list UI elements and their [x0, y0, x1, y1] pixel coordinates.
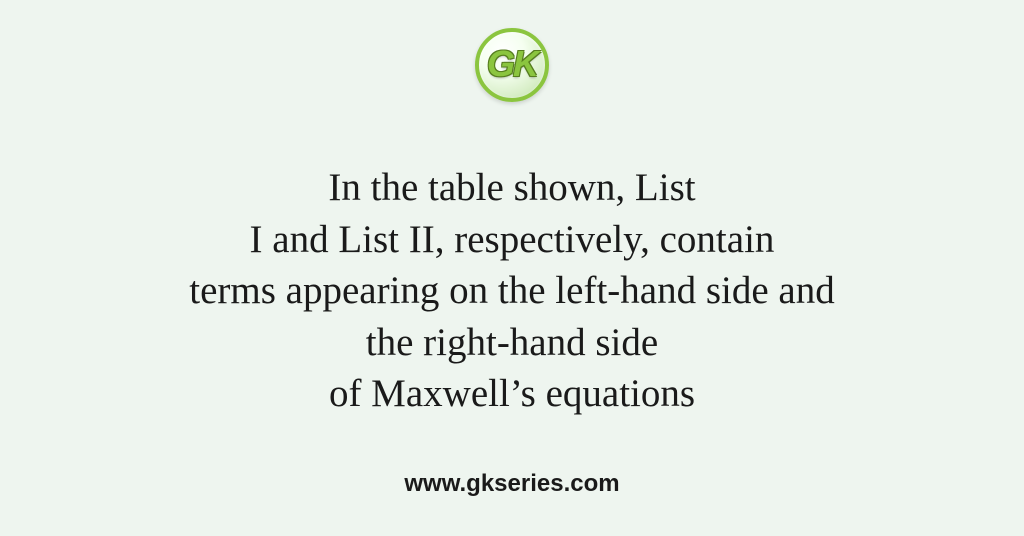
question-line-1: In the table shown, List — [328, 166, 695, 209]
question-line-3: terms appearing on the left-hand side an… — [189, 269, 834, 312]
question-text: In the table shown, List I and List II, … — [189, 162, 834, 419]
footer-url: www.gkseries.com — [404, 470, 619, 498]
logo-text: GK — [487, 46, 537, 82]
gk-logo: GK — [475, 28, 549, 102]
logo-container: GK — [475, 28, 549, 102]
question-line-4: the right-hand side — [366, 321, 658, 364]
question-line-5: of Maxwell’s equations — [329, 372, 695, 415]
question-line-2: I and List II, respectively, contain — [250, 218, 775, 261]
